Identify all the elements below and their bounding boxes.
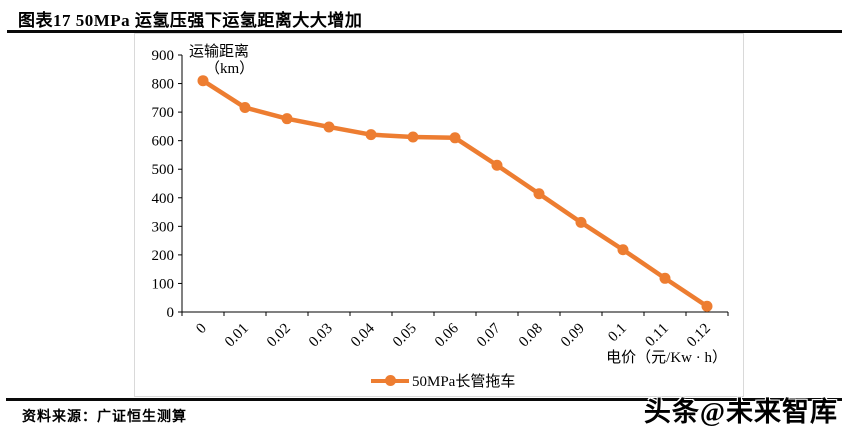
y-tick-label: 400 — [152, 191, 175, 207]
x-tick-label: 0.08 — [516, 321, 546, 351]
data-point-marker — [407, 131, 419, 143]
data-point-marker — [449, 132, 461, 144]
y-tick-label: 500 — [152, 162, 175, 178]
title-underline — [7, 30, 842, 33]
x-tick-label: 0.1 — [605, 321, 630, 346]
y-tick-label: 700 — [152, 105, 175, 121]
y-tick-label: 300 — [152, 219, 175, 235]
y-tick-label: 0 — [167, 305, 175, 321]
x-tick-label: 0.05 — [390, 321, 420, 351]
x-tick-label: 0.01 — [222, 321, 252, 351]
x-tick-label: 0.04 — [348, 320, 378, 350]
x-tick-label: 0.03 — [306, 321, 336, 351]
x-axis-title: 电价（元/Kw · h） — [606, 350, 727, 366]
x-tick-label: 0 — [193, 321, 210, 338]
x-tick-label: 0.02 — [264, 321, 294, 351]
data-point-marker — [365, 129, 377, 141]
data-point-marker — [323, 121, 335, 133]
data-point-marker — [239, 102, 251, 114]
data-point-marker — [659, 272, 671, 284]
y-tick-label: 100 — [152, 276, 175, 292]
y-axis-title: 运输距离 （km） — [189, 44, 254, 78]
legend-line-marker-icon — [371, 375, 409, 386]
y-tick-label: 800 — [152, 77, 175, 93]
line-chart: 0 100 200 300 400 500 600 700 800 900 0 0.01 0.02 0.0… — [152, 48, 729, 351]
legend-circle-marker — [385, 375, 396, 386]
series-line — [200, 78, 710, 309]
data-point-marker — [701, 300, 713, 312]
y-axis-title-line1: 运输距离 — [189, 44, 250, 60]
chart-legend: 50MPa长管拖车 — [371, 370, 515, 391]
watermark: 头条@未来智库 — [643, 397, 838, 427]
data-point-marker — [575, 216, 587, 228]
data-point-marker — [617, 244, 629, 256]
chart-container: 0 100 200 300 400 500 600 700 800 900 0 0.01 0.02 0.0… — [134, 33, 744, 397]
source-note: 资料来源：广证恒生测算 — [22, 410, 187, 425]
x-tick-label: 0.06 — [432, 320, 462, 350]
y-tick-label: 600 — [152, 134, 175, 150]
data-point-marker — [197, 75, 209, 87]
data-point-marker — [281, 113, 293, 125]
legend-series-label: 50MPa长管拖车 — [412, 374, 516, 390]
x-tick-label: 0.07 — [474, 320, 504, 350]
data-point-marker — [491, 159, 503, 171]
figure-bottom-rule — [6, 398, 842, 401]
y-tick-label: 900 — [152, 48, 175, 64]
data-point-marker — [533, 188, 545, 200]
y-axis-title-line2: （km） — [205, 61, 255, 77]
y-tick-label: 200 — [152, 248, 175, 264]
figure-title: 图表17 50MPa 运氢压强下运氢距离大大增加 — [18, 11, 363, 30]
x-tick-label: 0.09 — [558, 321, 588, 351]
